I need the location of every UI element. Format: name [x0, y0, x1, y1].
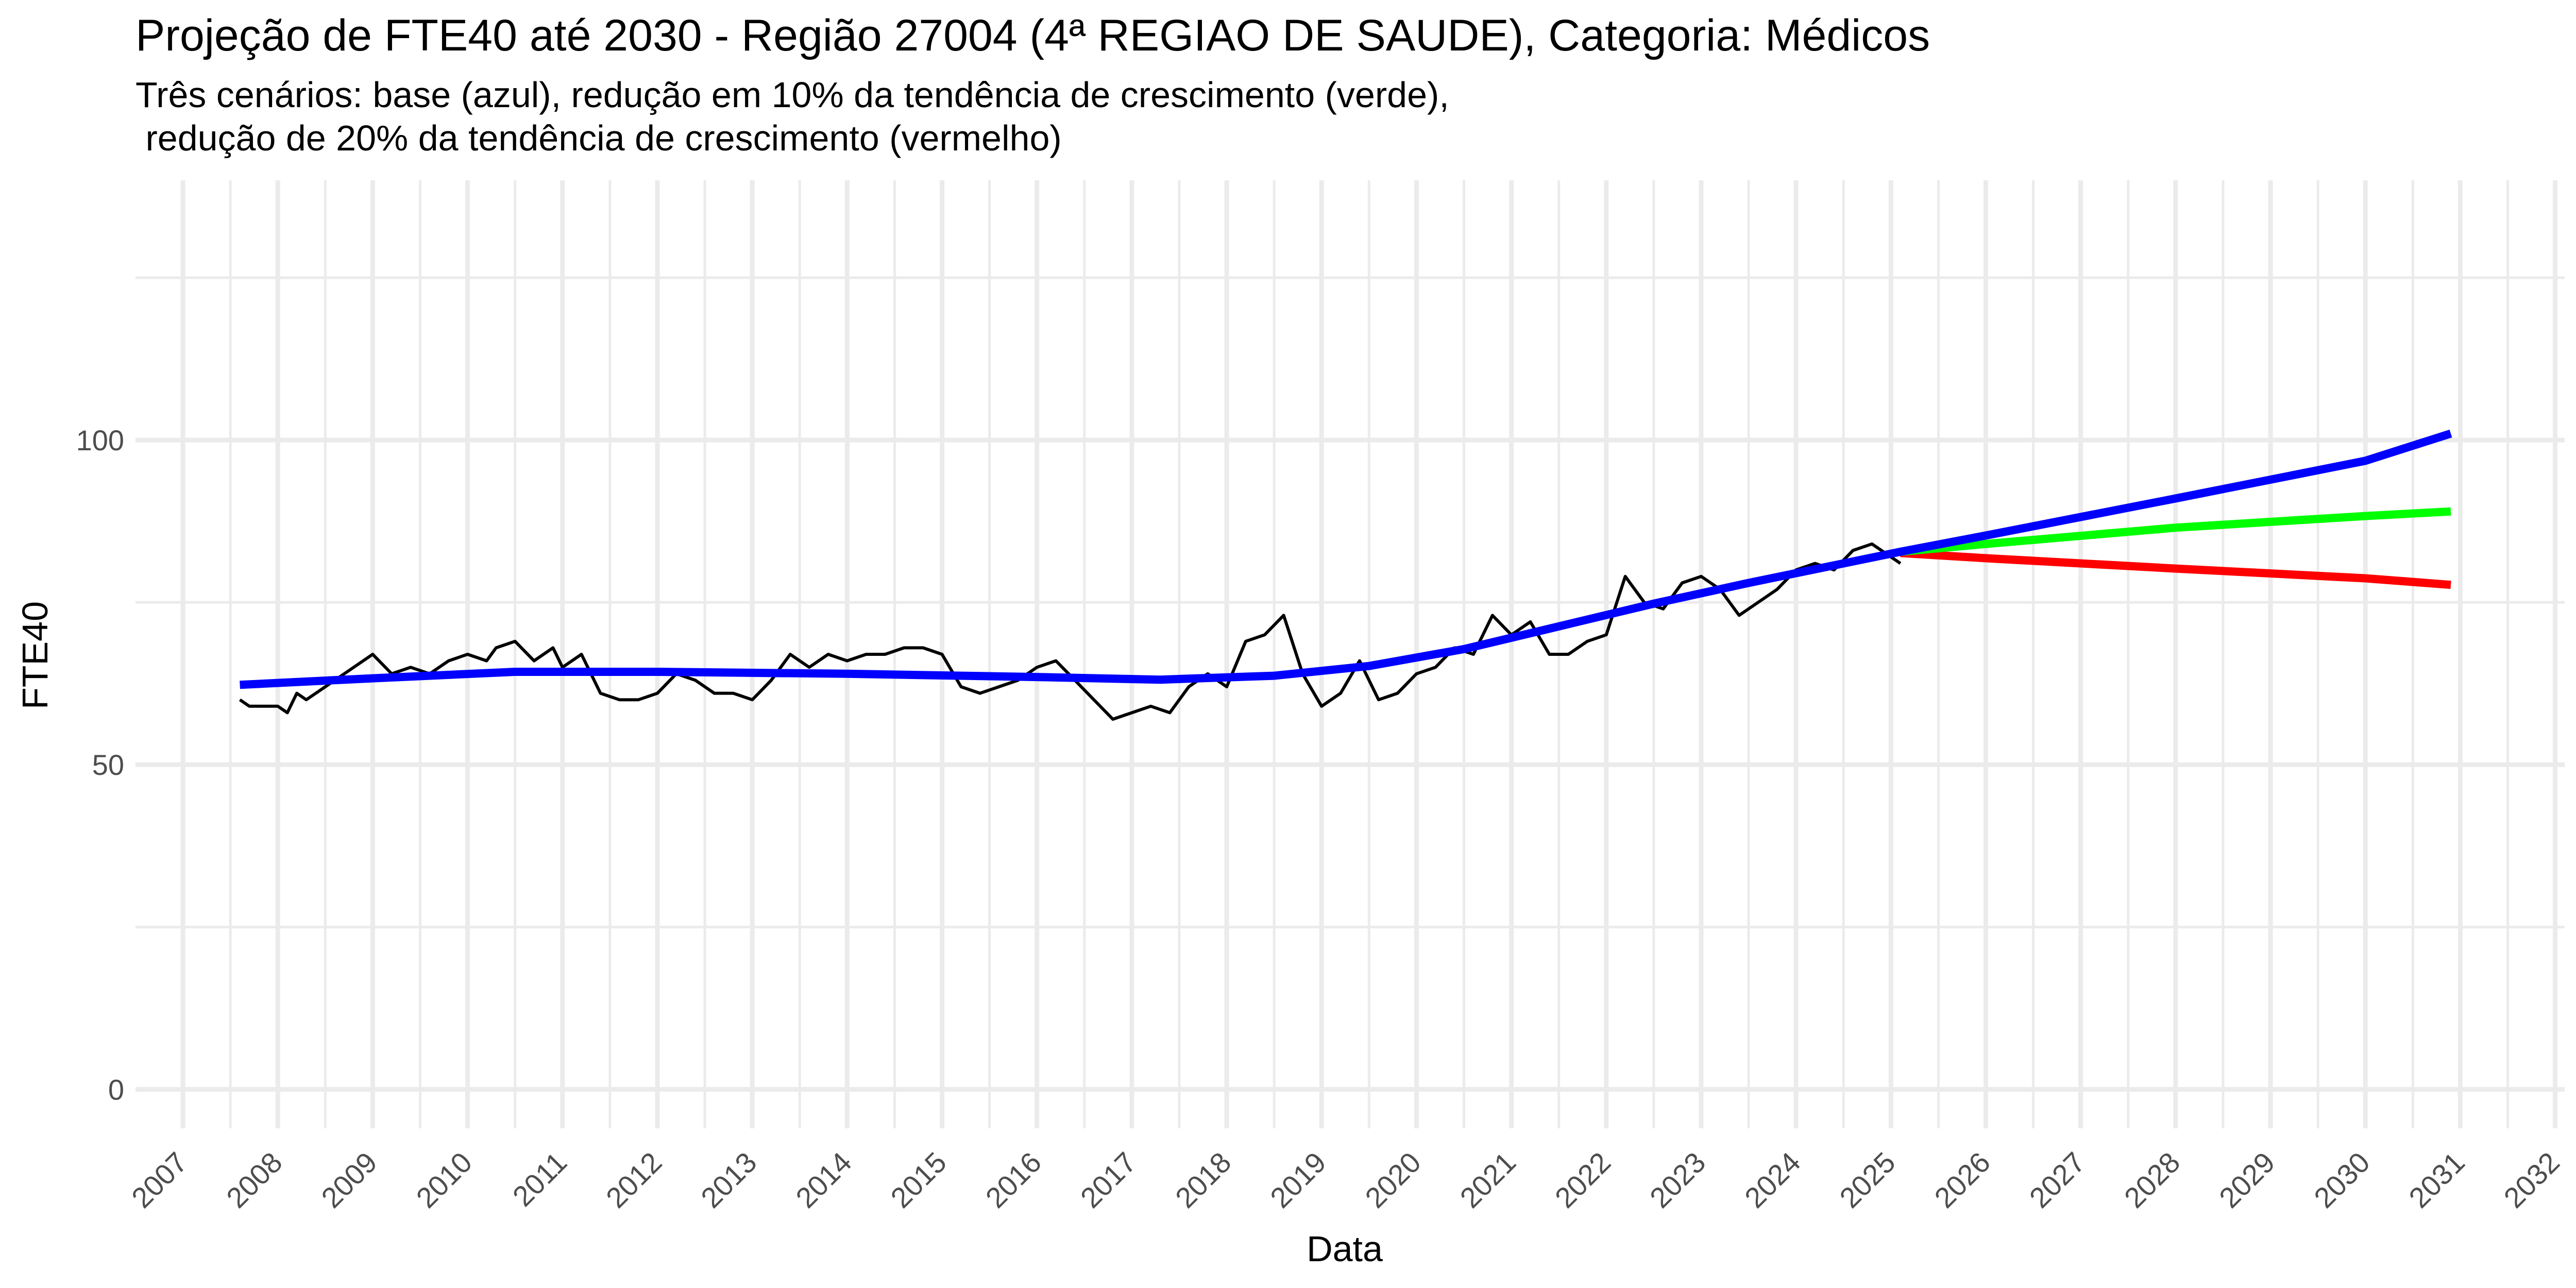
y-tick-label-50: 50 — [92, 749, 124, 781]
x-tick-label-2025: 2025 — [1833, 1146, 1902, 1214]
x-tick-label-2022: 2022 — [1549, 1146, 1617, 1214]
x-tick-label-2032: 2032 — [2497, 1146, 2566, 1214]
x-tick-label-2007: 2007 — [125, 1146, 194, 1214]
x-tick-label-2026: 2026 — [1928, 1146, 1996, 1214]
grid — [135, 180, 2565, 1128]
x-axis-title: Data — [1307, 1229, 1383, 1269]
x-tick-label-2021: 2021 — [1453, 1146, 1522, 1214]
x-tick-label-2017: 2017 — [1074, 1146, 1143, 1214]
y-axis-title: FTE40 — [15, 601, 55, 709]
x-tick-label-2008: 2008 — [220, 1146, 289, 1214]
x-tick-label-2014: 2014 — [789, 1146, 858, 1214]
series-line-reduction_20 — [1900, 549, 2451, 589]
x-tick-label-2010: 2010 — [410, 1146, 478, 1214]
x-tick-label-2018: 2018 — [1169, 1146, 1238, 1214]
x-tick-label-2015: 2015 — [884, 1146, 953, 1214]
x-tick-label-2019: 2019 — [1264, 1146, 1332, 1214]
series-lines — [239, 429, 2452, 721]
x-tick-label-2024: 2024 — [1738, 1146, 1807, 1214]
y-tick-label-100: 100 — [76, 424, 124, 456]
chart-subtitle: Três cenários: base (azul), redução em 1… — [135, 75, 1449, 158]
x-tick-label-2011: 2011 — [506, 1146, 573, 1213]
x-tick-label-2031: 2031 — [2402, 1146, 2471, 1214]
chart-title: Projeção de FTE40 até 2030 - Região 2700… — [135, 11, 1930, 60]
series-line-reduction_10 — [1900, 507, 2451, 556]
x-tick-label-2012: 2012 — [600, 1146, 668, 1214]
y-tick-label-0: 0 — [108, 1073, 124, 1106]
series-line-observed — [239, 542, 1902, 721]
x-tick-label-2016: 2016 — [979, 1146, 1048, 1214]
x-tick-label-2013: 2013 — [694, 1146, 763, 1214]
x-tick-label-2020: 2020 — [1359, 1146, 1427, 1214]
x-tick-label-2029: 2029 — [2213, 1146, 2281, 1214]
x-tick-label-2030: 2030 — [2308, 1146, 2376, 1214]
x-tick-label-2023: 2023 — [1643, 1146, 1712, 1214]
series-line-base — [240, 429, 2452, 689]
x-tick-label-2027: 2027 — [2023, 1146, 2092, 1214]
x-tick-label-2028: 2028 — [2118, 1146, 2187, 1214]
x-tick-label-2009: 2009 — [315, 1146, 383, 1214]
